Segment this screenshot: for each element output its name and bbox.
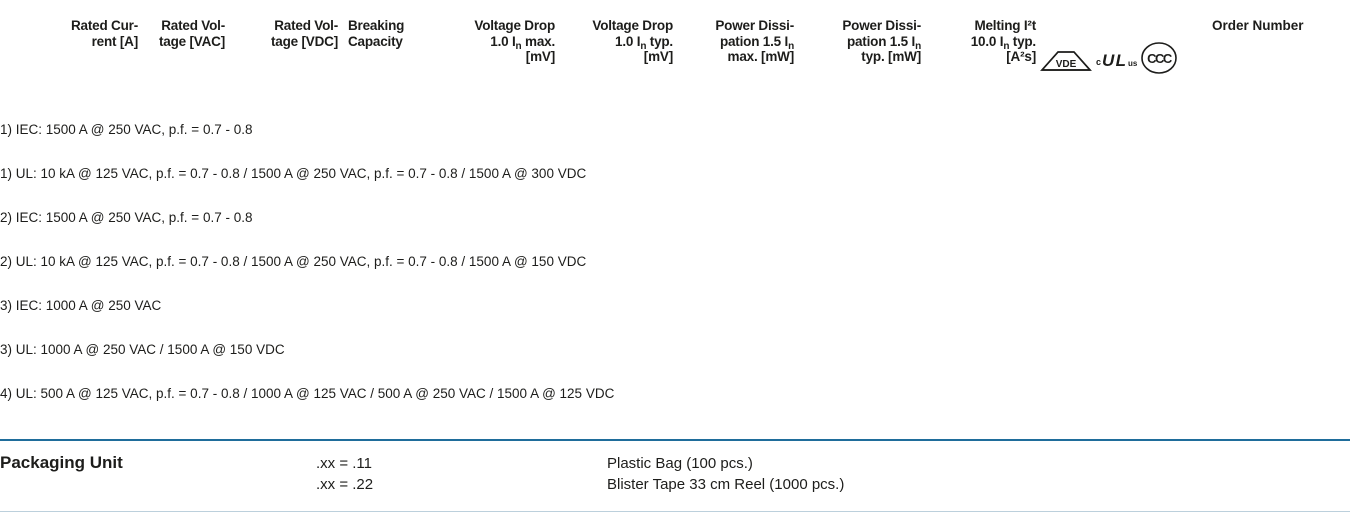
header-power-dissipation-typ: Power Dissi- pation 1.5 In typ. [mW]	[842, 18, 921, 64]
svg-text:UL: UL	[1102, 51, 1126, 70]
section-divider	[0, 439, 1350, 441]
packaging-unit-title: Packaging Unit	[0, 453, 123, 472]
ul-recognized-mark-icon: c UL us	[1096, 51, 1138, 70]
header-power-dissipation-max: Power Dissi- pation 1.5 In max. [mW]	[715, 18, 794, 64]
ccc-mark-icon: CCC	[1141, 42, 1177, 74]
bottom-divider	[0, 511, 1350, 512]
svg-text:CCC: CCC	[1147, 51, 1173, 66]
header-rated-voltage-vac: Rated Vol- tage [VAC]	[158, 18, 225, 49]
packaging-code: .xx = .11	[316, 455, 373, 472]
header-order-number: Order Number	[1212, 18, 1304, 33]
vde-mark-icon: VDE	[1040, 51, 1092, 71]
svg-text:c: c	[1096, 57, 1101, 67]
packaging-code: .xx = .22	[316, 476, 374, 493]
header-rated-current: Rated Cur- rent [A]	[70, 18, 138, 49]
header-breaking-capacity: Breaking Capacity	[348, 18, 405, 49]
header-voltage-drop-typ: Voltage Drop 1.0 In typ. [mV]	[592, 18, 673, 64]
footnote: 1) UL: 10 kA @ 125 VAC, p.f. = 0.7 - 0.8…	[0, 166, 587, 181]
packaging-description: Plastic Bag (100 pcs.)	[607, 455, 753, 472]
svg-text:VDE: VDE	[1056, 59, 1077, 70]
header-melting-i2t: Melting I²t 10.0 In typ. [A²s]	[970, 18, 1036, 64]
packaging-description: Blister Tape 33 cm Reel (1000 pcs.)	[607, 476, 845, 493]
footnote: 2) UL: 10 kA @ 125 VAC, p.f. = 0.7 - 0.8…	[0, 254, 587, 269]
header-rated-voltage-vdc: Rated Vol- tage [VDC]	[270, 18, 338, 49]
footnote: 3) UL: 1000 A @ 250 VAC / 1500 A @ 150 V…	[0, 342, 285, 357]
svg-text:us: us	[1128, 59, 1138, 68]
spec-table-header: Rated Cur- rent [A] Rated Vol- tage [VAC…	[0, 0, 1350, 90]
footnote: 4) UL: 500 A @ 125 VAC, p.f. = 0.7 - 0.8…	[0, 386, 615, 401]
header-voltage-drop-max: Voltage Drop 1.0 In max. [mV]	[474, 18, 555, 64]
certification-marks: VDE c UL us CCC	[1040, 36, 1206, 76]
certification-logos: VDE c UL us CCC	[1040, 42, 1177, 74]
footnote: 2) IEC: 1500 A @ 250 VAC, p.f. = 0.7 - 0…	[0, 210, 253, 225]
footnote: 1) IEC: 1500 A @ 250 VAC, p.f. = 0.7 - 0…	[0, 122, 253, 137]
footnote: 3) IEC: 1000 A @ 250 VAC	[0, 298, 162, 313]
